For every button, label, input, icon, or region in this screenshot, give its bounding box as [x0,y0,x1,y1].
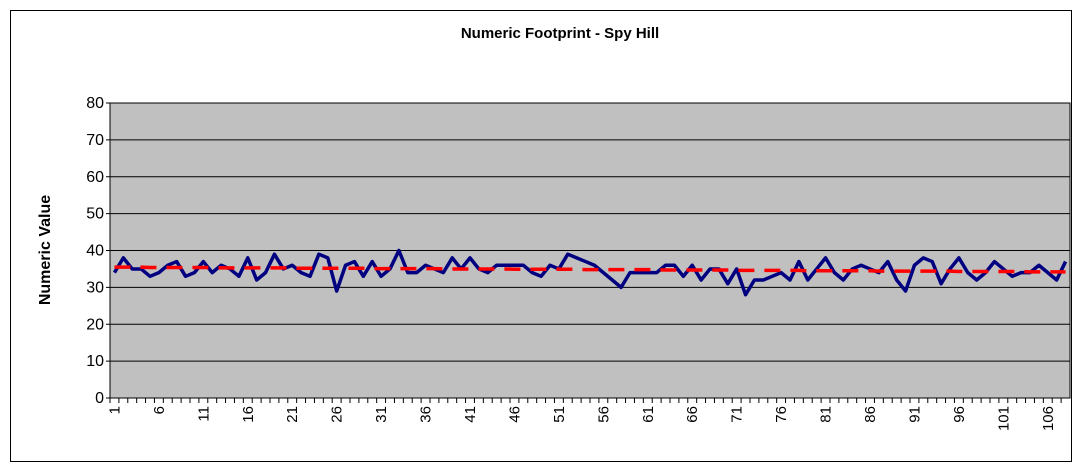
y-tick-label: 60 [86,169,104,186]
y-tick-label: 10 [86,353,104,370]
x-tick-label: 1 [106,406,123,414]
x-tick-label: 96 [951,406,968,423]
y-tick-label: 20 [86,316,104,333]
x-tick-label: 66 [684,406,701,423]
y-tick-label: 70 [86,132,104,149]
y-tick-label: 40 [86,243,104,260]
x-tick-label: 71 [729,406,746,423]
x-tick-label: 76 [773,406,790,423]
chart-title: Numeric Footprint - Spy Hill [461,25,659,42]
x-tick-label: 31 [373,406,390,423]
x-tick-label: 56 [595,406,612,423]
x-tick-label: 81 [818,406,835,423]
x-tick-label: 106 [1040,406,1057,431]
y-tick-label: 0 [95,390,104,407]
x-tick-label: 46 [506,406,523,423]
x-tick-label: 11 [195,406,212,422]
data-line [112,248,1068,297]
x-tick-label: 21 [284,406,301,423]
y-tick-label: 30 [86,279,104,296]
y-tick-label: 80 [86,95,104,112]
x-tick-label: 86 [862,406,879,423]
y-axis-label: Numeric Value [37,195,54,305]
x-tick-label: 36 [418,406,435,423]
x-tick-label: 51 [551,406,568,423]
x-tick-label: 6 [151,406,168,414]
x-tick-label: 41 [462,406,479,423]
x-tick-label: 101 [995,406,1012,431]
x-tick-label: 91 [906,406,923,423]
y-tick-label: 50 [86,206,104,223]
x-tick-label: 16 [240,406,257,423]
x-tick-label: 61 [640,406,657,423]
data-line [114,265,1066,274]
x-tick-label: 26 [329,406,346,423]
